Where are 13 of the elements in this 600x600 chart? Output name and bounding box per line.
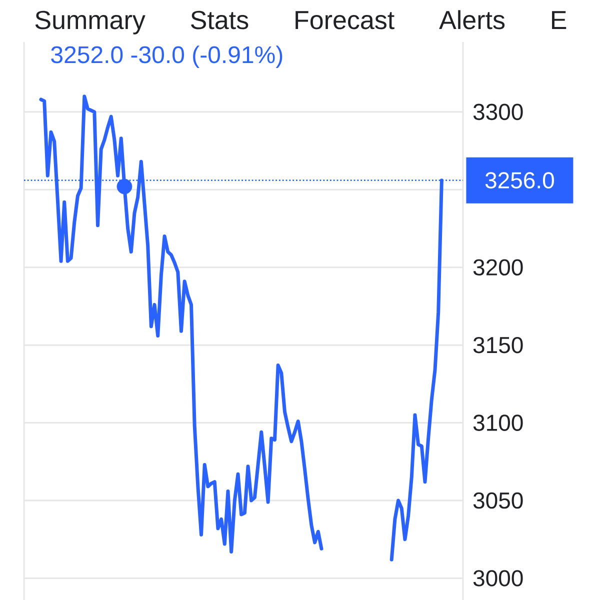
text: E bbox=[552, 11, 566, 29]
annotation: 3252.0 -30.0 (-0.91%) bbox=[51, 46, 282, 68]
y-tick-label: 3050 bbox=[473, 492, 523, 509]
text: Forecast bbox=[296, 11, 394, 30]
text: Alerts bbox=[439, 10, 505, 30]
y-tick-label: 3300 bbox=[473, 104, 523, 120]
text: Summary bbox=[35, 10, 146, 34]
y-tick-label: 3100 bbox=[473, 414, 523, 431]
y-tick-label: 3200 bbox=[473, 259, 523, 276]
text: Stats bbox=[191, 10, 248, 30]
ref-line-label: 3256.0 bbox=[485, 172, 554, 188]
y-tick-label: 3150 bbox=[473, 336, 523, 354]
y-tick-label: 3000 bbox=[473, 570, 523, 586]
